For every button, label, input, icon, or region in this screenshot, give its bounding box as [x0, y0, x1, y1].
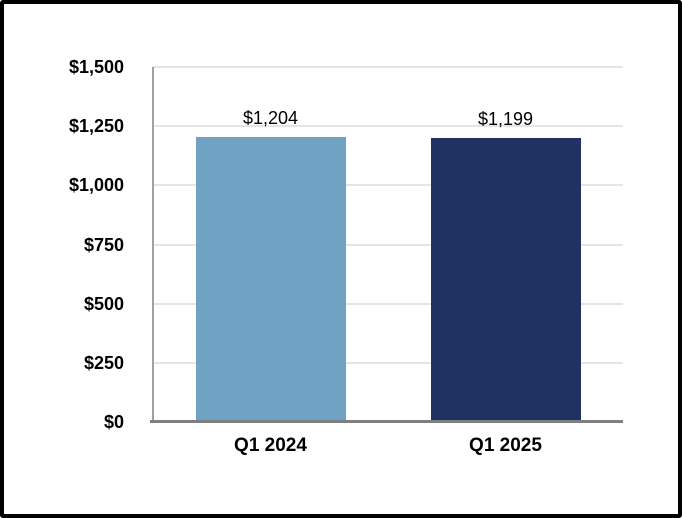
y-tick-label: $1,250 [68, 116, 124, 137]
gridline [153, 66, 623, 68]
y-tick-label: $1,000 [68, 175, 124, 196]
y-tick-label: $250 [83, 352, 124, 373]
y-tick-label: $500 [83, 293, 124, 314]
x-tick-label: Q1 2024 [234, 435, 307, 456]
gridline [153, 362, 623, 364]
bar-value-label: $1,199 [477, 109, 534, 129]
bar-value-label: $1,204 [242, 108, 299, 128]
bar-q1-2025 [430, 138, 581, 422]
x-tick-label: Q1 2025 [469, 435, 542, 456]
gridline [153, 244, 623, 246]
y-axis-line [152, 67, 154, 422]
y-tick-label: $0 [103, 412, 124, 432]
y-tick-label: $750 [83, 234, 124, 255]
x-axis-line [150, 420, 623, 423]
gridline [153, 303, 623, 305]
gridline [153, 125, 623, 127]
gridline [153, 184, 623, 186]
y-tick-label: $1,500 [68, 57, 124, 77]
bar-q1-2024 [195, 137, 346, 422]
plot-area: $1,204 $1,199 [150, 66, 623, 423]
